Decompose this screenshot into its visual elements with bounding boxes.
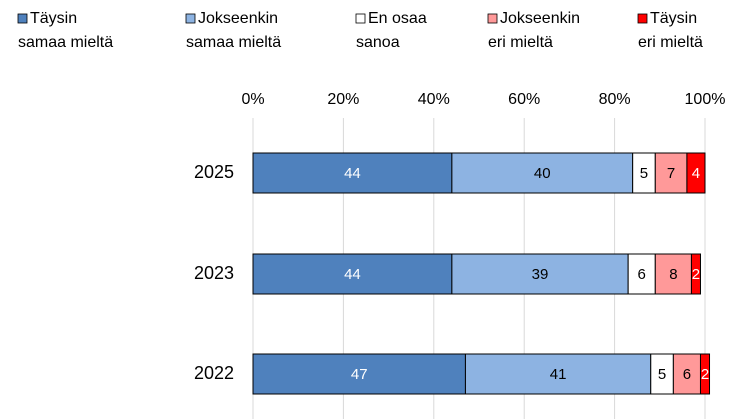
legend-item: Jokseenkin eri mieltä (487, 10, 580, 51)
bar-segment (451, 253, 629, 295)
legend-item: Täysin eri mieltä (637, 10, 703, 51)
bar-segment (627, 253, 656, 295)
x-tick-label: 80% (599, 91, 631, 108)
data-label: 6 (638, 266, 646, 283)
legend-swatch (355, 13, 366, 24)
x-tick-label: 0% (241, 91, 264, 108)
data-label: 2 (692, 266, 700, 283)
data-label: 5 (658, 366, 666, 383)
data-label: 6 (683, 366, 691, 383)
legend-item: Jokseenkin samaa mieltä (185, 10, 281, 51)
data-label: 41 (550, 366, 567, 383)
data-label: 47 (351, 366, 368, 383)
legend-swatch (637, 13, 648, 24)
y-tick-label: 2022 (194, 363, 234, 383)
x-tick-label: 100% (685, 91, 726, 108)
bar-segment (252, 253, 453, 295)
bar-segment (699, 353, 711, 395)
legend-label: Jokseenkin samaa mieltä (186, 10, 281, 51)
legend-label: En osaa sanoa (356, 10, 427, 51)
data-label: 2 (701, 366, 709, 383)
legend-label: Jokseenkin eri mieltä (488, 10, 580, 51)
bar-segment (654, 152, 688, 194)
data-label: 8 (669, 266, 677, 283)
bar-segment (252, 152, 453, 194)
y-tick-label: 2025 (194, 162, 234, 182)
legend-label: Täysin samaa mieltä (18, 10, 113, 51)
x-tick-label: 20% (327, 91, 359, 108)
bar-segment (654, 253, 692, 295)
data-label: 44 (344, 266, 361, 283)
legend-swatch (487, 13, 498, 24)
bar-segment (690, 253, 701, 295)
data-label: 39 (532, 266, 549, 283)
y-tick-label: 2023 (194, 263, 234, 283)
data-label: 44 (344, 165, 361, 182)
legend-swatch (185, 13, 196, 24)
legend-label: Täysin eri mieltä (638, 10, 703, 51)
data-label: 5 (640, 165, 648, 182)
data-label: 7 (667, 165, 675, 182)
data-label: 40 (534, 165, 551, 182)
legend-swatch (17, 13, 28, 24)
bar-segment (686, 152, 706, 194)
x-tick-label: 60% (508, 91, 540, 108)
legend-item: Täysin samaa mieltä (17, 10, 113, 51)
bar-segment (672, 353, 701, 395)
bar-segment (464, 353, 652, 395)
data-label: 4 (692, 165, 700, 182)
x-tick-label: 40% (418, 91, 450, 108)
legend-item: En osaa sanoa (355, 10, 427, 51)
